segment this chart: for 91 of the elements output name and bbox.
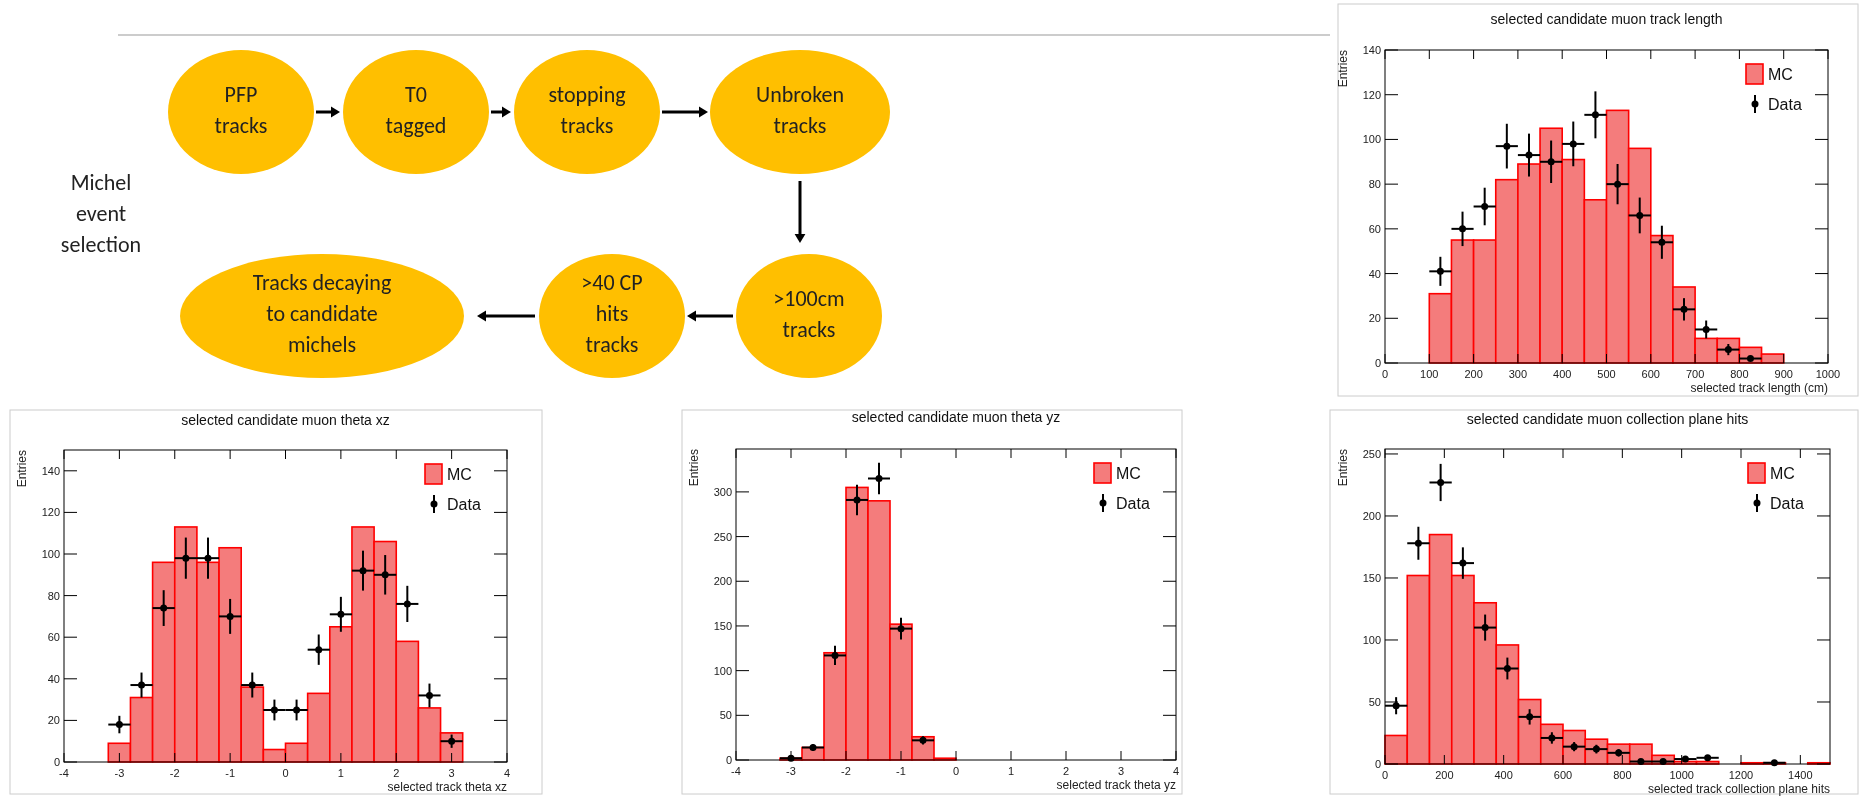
text: stopping tracks [548,80,626,139]
y-axis-title: Entries [15,450,29,488]
y-tick-label: 40 [47,672,60,685]
x-tick-label: 1 [337,767,344,779]
chart-title: selected candidate muon collection plane hits [1466,411,1749,427]
y-tick-label: 0 [53,756,60,768]
legend-label: MC [447,466,472,483]
x-axis-title: selected track theta yz [1056,778,1176,792]
text: >100cm tracks [773,284,845,343]
x-tick-label: 200 [1435,769,1454,781]
x-tick-label: 400 [1553,368,1572,380]
x-tick-label: -1 [225,767,236,779]
x-tick-label: -2 [841,765,851,777]
x-tick-label: 2 [1062,765,1070,777]
x-tick-label: 1000 [1815,368,1841,380]
y-tick-label: 0 [1374,357,1381,369]
y-tick-label: 60 [47,631,60,644]
text: Unbroken tracks [756,80,844,139]
legend-label: Data [1770,495,1804,512]
y-tick-label: 140 [41,464,60,477]
y-tick-label: 100 [1362,133,1381,146]
text: Michel event selection [60,169,142,259]
y-axis-title: Entries [687,449,701,487]
y-tick-label: 200 [713,575,732,588]
y-tick-label: 250 [1362,447,1381,460]
x-tick-label: -2 [169,767,180,779]
x-tick-label: 400 [1494,769,1513,781]
legend-label: MC [1768,66,1793,83]
y-tick-label: 120 [1362,88,1381,101]
x-tick-label: -4 [59,767,69,779]
text: Tracks decaying to candidate michels [252,269,392,359]
y-tick-label: 40 [1368,267,1381,280]
x-tick-label: -4 [731,765,741,777]
x-tick-label: 900 [1774,368,1793,380]
x-tick-label: 600 [1641,368,1660,380]
x-axis-title: selected track theta xz [387,780,507,794]
chart-title: selected candidate muon theta yz [851,409,1061,425]
x-axis-title: selected track collection plane hits [1647,782,1830,796]
x-tick-label: 700 [1685,368,1705,380]
x-tick-label: 200 [1464,368,1483,380]
y-tick-label: 150 [1362,571,1381,584]
y-tick-label: 80 [1368,178,1381,191]
y-tick-label: 120 [41,506,60,519]
y-tick-label: 80 [47,589,60,602]
y-tick-label: 20 [1368,312,1381,325]
y-tick-label: 300 [713,485,732,498]
x-tick-label: 100 [1420,368,1439,380]
legend-label: Data [1116,495,1150,512]
x-tick-label: 500 [1597,368,1616,380]
x-tick-label: -3 [786,765,796,777]
y-tick-label: 100 [1362,633,1381,646]
x-tick-label: -3 [114,767,125,779]
y-tick-label: 100 [41,548,60,560]
text: PFP tracks [214,80,268,139]
legend-label: MC [1116,465,1141,482]
x-tick-label: 1 [1007,765,1015,777]
y-tick-label: 250 [713,530,732,543]
y-tick-label: 140 [1362,44,1381,56]
chart-title: selected candidate muon track length [1490,11,1723,27]
y-tick-label: 50 [1368,695,1381,708]
x-tick-label: -1 [896,765,906,777]
x-tick-label: 300 [1508,368,1528,380]
chart-title: selected candidate muon theta xz [181,412,390,428]
text: T0 tagged [385,80,447,139]
x-tick-label: 4 [1172,765,1180,777]
y-tick-label: 150 [713,619,732,632]
y-axis-title: Entries [1336,50,1350,88]
text: >40 CP hits tracks [581,269,643,359]
legend-label: Data [1768,96,1802,113]
x-axis-title: selected track length (cm) [1690,381,1828,395]
y-tick-label: 20 [47,714,60,727]
x-tick-label: 1400 [1788,769,1813,781]
x-tick-label: 2 [393,767,400,779]
x-tick-label: 1000 [1669,769,1694,781]
y-axis-title: Entries [1336,449,1350,487]
x-tick-label: 0 [282,767,289,779]
y-tick-label: 100 [713,664,732,677]
x-tick-label: 800 [1613,769,1632,781]
y-tick-label: 200 [1362,509,1381,522]
x-tick-label: 1200 [1728,769,1754,781]
y-tick-label: 0 [725,754,732,766]
x-tick-label: 800 [1730,368,1749,380]
x-tick-label: 0 [952,765,960,777]
legend-label: Data [447,496,481,513]
x-tick-label: 3 [448,767,455,779]
x-tick-label: 4 [503,767,511,779]
y-tick-label: 50 [719,709,732,722]
legend-label: MC [1770,465,1795,482]
y-tick-label: 60 [1368,222,1381,235]
x-tick-label: 600 [1553,769,1573,781]
x-tick-label: 3 [1117,765,1125,777]
